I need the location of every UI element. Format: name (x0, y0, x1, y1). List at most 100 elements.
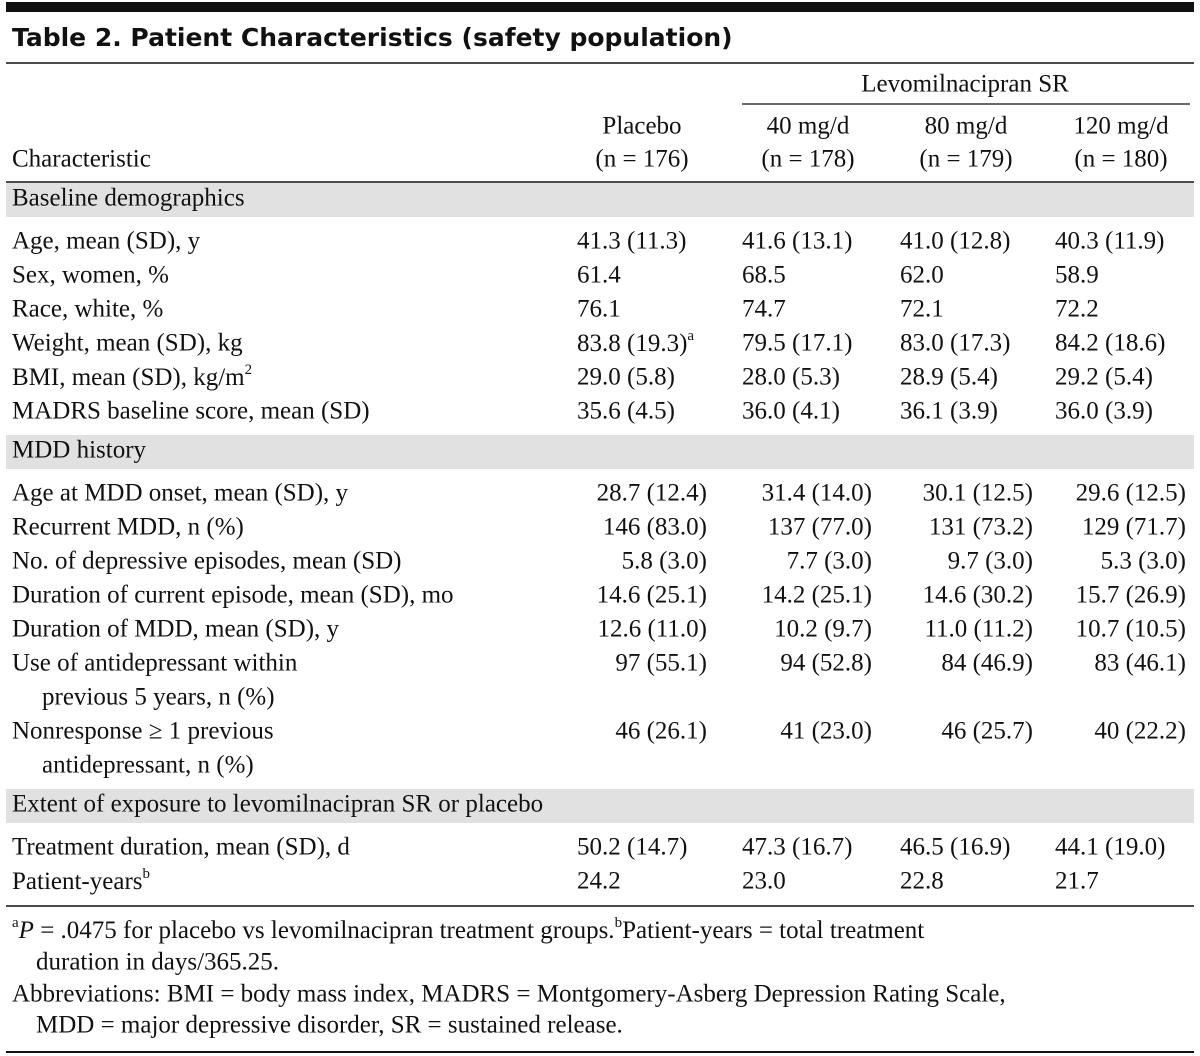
cell-value: 72.2 (1055, 296, 1099, 323)
cell-value: 29.6 (12.5) (1076, 480, 1186, 507)
superscript: 2 (245, 362, 253, 378)
cell-value: 61.4 (577, 262, 621, 289)
section-title: Extent of exposure to levomilnacipran SR… (12, 791, 543, 818)
section-band (6, 435, 1194, 469)
cell-value: 83.0 (17.3) (900, 330, 1010, 357)
cell-value: 28.9 (5.4) (900, 364, 998, 391)
cell-value: 23.0 (742, 868, 786, 895)
cell-value: 5.8 (3.0) (622, 548, 707, 575)
cell-value: 10.7 (10.5) (1076, 616, 1186, 643)
cell-value: 31.4 (14.0) (762, 480, 872, 507)
cell-value: 84 (46.9) (941, 650, 1033, 677)
column-header: 80 mg/d (925, 113, 1008, 140)
cell-value: 7.7 (3.0) (787, 548, 872, 575)
footnote: duration in days/365.25. (36, 949, 279, 976)
cell-value: 44.1 (19.0) (1055, 834, 1165, 861)
cell-value: 58.9 (1055, 262, 1099, 289)
cell-value: 129 (71.7) (1082, 514, 1186, 541)
row-label: Duration of current episode, mean (SD), … (12, 582, 454, 609)
cell-value: 46 (25.7) (941, 718, 1033, 745)
cell-value: 46.5 (16.9) (900, 834, 1010, 861)
cell-value: 10.2 (9.7) (774, 616, 872, 643)
row-label: Weight, mean (SD), kg (12, 330, 243, 357)
row-label: No. of depressive episodes, mean (SD) (12, 548, 402, 575)
cell-value: 36.1 (3.9) (900, 398, 998, 425)
row-label: previous 5 years, n (%) (42, 684, 275, 711)
cell-value: 76.1 (577, 296, 621, 323)
row-label: Age, mean (SD), y (12, 228, 201, 255)
cell-value: 22.8 (900, 868, 944, 895)
top-rule (6, 2, 1194, 12)
cell-value: 79.5 (17.1) (742, 330, 852, 357)
row-label: Race, white, % (12, 296, 163, 323)
row-label-text: Patient-years (12, 868, 143, 895)
cell-value: 74.7 (742, 296, 786, 323)
superscript: a (687, 328, 694, 344)
column-header: Placebo (602, 113, 681, 140)
cell-value: 137 (77.0) (768, 514, 872, 541)
row-label: antidepressant, n (%) (42, 752, 254, 779)
cell-value: 47.3 (16.7) (742, 834, 852, 861)
row-label: Patient-yearsb (12, 866, 150, 894)
cell-value: 40.3 (11.9) (1055, 228, 1164, 255)
section-title: MDD history (12, 437, 147, 464)
cell-value: 41.6 (13.1) (742, 228, 852, 255)
group-header: Levomilnacipran SR (861, 71, 1069, 98)
cell-value: 30.1 (12.5) (923, 480, 1033, 507)
cell-value: 29.2 (5.4) (1055, 364, 1153, 391)
cell-value: 83 (46.1) (1094, 650, 1186, 677)
column-header: (n = 178) (761, 146, 854, 173)
column-header: (n = 176) (595, 146, 688, 173)
section-band (6, 183, 1194, 217)
cell-value: 68.5 (742, 262, 786, 289)
column-header: (n = 180) (1074, 146, 1167, 173)
footnote-text: = .0475 for placebo vs levomilnacipran t… (34, 917, 615, 944)
cell-value: 97 (55.1) (615, 650, 707, 677)
cell-value: 83.8 (19.3)a (577, 328, 694, 356)
section-title: Baseline demographics (12, 185, 245, 212)
cell-value: 28.0 (5.3) (742, 364, 840, 391)
cell-value: 40 (22.2) (1094, 718, 1186, 745)
cell-value: 14.2 (25.1) (762, 582, 872, 609)
row-label-text: BMI, mean (SD), kg/m (12, 364, 245, 391)
cell-value: 84.2 (18.6) (1055, 330, 1165, 357)
cell-value: 41 (23.0) (780, 718, 872, 745)
superscript: b (143, 866, 151, 882)
column-header: 120 mg/d (1073, 113, 1169, 140)
cell-value: 15.7 (26.9) (1076, 582, 1186, 609)
cell-value: 41.0 (12.8) (900, 228, 1010, 255)
column-header: (n = 179) (919, 146, 1012, 173)
cell-value: 29.0 (5.8) (577, 364, 675, 391)
cell-value: 9.7 (3.0) (948, 548, 1033, 575)
abbreviations: MDD = major depressive disorder, SR = su… (36, 1012, 623, 1039)
row-label: Nonresponse ≥ 1 previous (12, 718, 274, 745)
cell-value: 46 (26.1) (615, 718, 707, 745)
footnote-mark: a (12, 915, 19, 931)
cell-value: 146 (83.0) (603, 514, 707, 541)
row-label: Duration of MDD, mean (SD), y (12, 616, 340, 643)
footnote-text: Patient-years = total treatment (622, 917, 924, 944)
cell-value: 14.6 (30.2) (923, 582, 1033, 609)
cell-value: 36.0 (3.9) (1055, 398, 1153, 425)
footnote-mark: b (615, 915, 623, 931)
table-title: Table 2. Patient Characteristics (safety… (12, 23, 733, 52)
row-label: Use of antidepressant within (12, 650, 298, 677)
cell-value: 24.2 (577, 868, 621, 895)
cell-value: 72.1 (900, 296, 944, 323)
cell-value: 131 (73.2) (929, 514, 1033, 541)
row-label: Treatment duration, mean (SD), d (12, 834, 350, 861)
cell-value: 36.0 (4.1) (742, 398, 840, 425)
cell-value: 11.0 (11.2) (924, 616, 1033, 643)
row-label: Age at MDD onset, mean (SD), y (12, 480, 349, 507)
row-label: Sex, women, % (12, 262, 169, 289)
cell-value: 62.0 (900, 262, 944, 289)
cell-value: 35.6 (4.5) (577, 398, 675, 425)
cell-value: 41.3 (11.3) (577, 228, 686, 255)
cell-value: 21.7 (1055, 868, 1099, 895)
abbreviations: Abbreviations: BMI = body mass index, MA… (12, 981, 1006, 1008)
footnote: aP = .0475 for placebo vs levomilnacipra… (12, 915, 924, 943)
row-label: MADRS baseline score, mean (SD) (12, 398, 370, 425)
cell-value: 28.7 (12.4) (597, 480, 707, 507)
row-label: Recurrent MDD, n (%) (12, 514, 244, 541)
